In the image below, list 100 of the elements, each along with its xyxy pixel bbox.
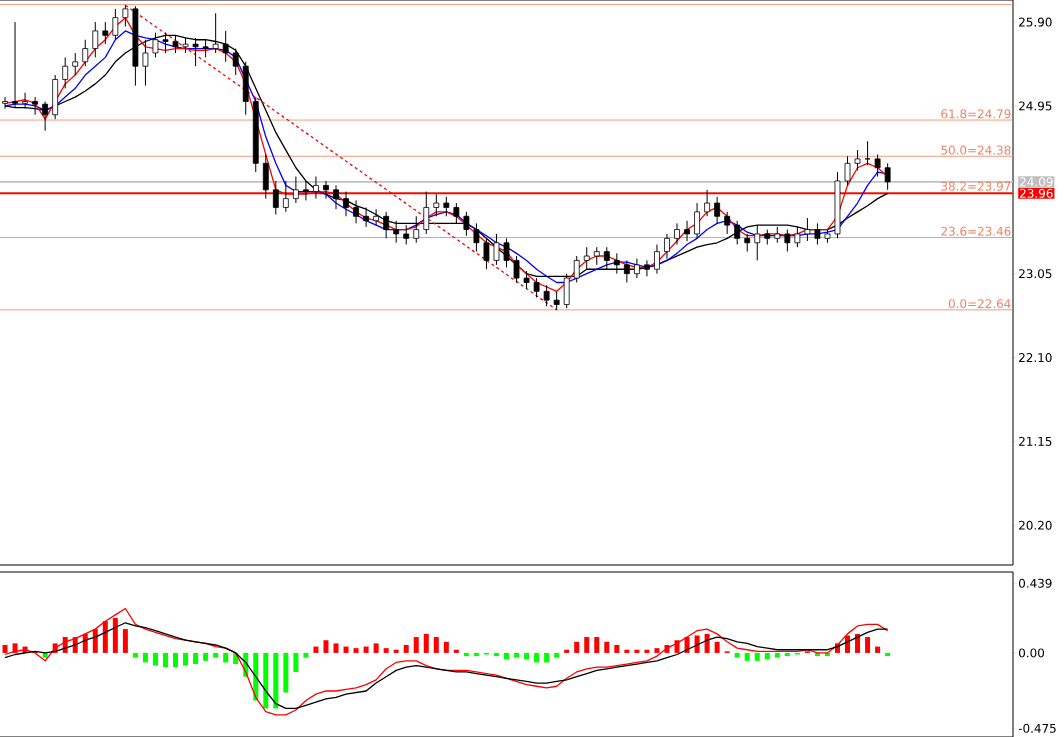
candlestick: [413, 215, 420, 244]
bar: [383, 648, 389, 653]
candlestick: [393, 220, 400, 244]
bar: [92, 629, 98, 653]
bar: [303, 652, 309, 658]
bar: [624, 649, 630, 653]
bar: [373, 643, 379, 653]
bar: [423, 633, 429, 653]
candlestick: [754, 224, 761, 261]
bar: [734, 652, 740, 658]
candlestick: [493, 233, 500, 266]
bar: [493, 652, 499, 657]
candlestick: [122, 4, 129, 27]
candlestick: [192, 37, 199, 67]
candlestick: [403, 224, 410, 246]
candlestick: [603, 246, 610, 270]
bar: [764, 652, 770, 660]
candlestick: [383, 211, 390, 239]
candlestick: [32, 96, 39, 116]
bar: [463, 652, 469, 657]
bar: [173, 652, 179, 668]
bar: [534, 652, 540, 663]
y-tick-label: 24.09: [1020, 177, 1053, 187]
bar: [223, 652, 229, 663]
ref-line-label: 61.8=24.79: [941, 109, 1011, 119]
bar: [644, 649, 650, 653]
bar: [855, 633, 861, 653]
candlestick: [433, 193, 440, 217]
bar: [152, 652, 158, 666]
candlestick: [62, 56, 69, 89]
bar: [203, 652, 209, 661]
candlestick: [142, 39, 149, 87]
bar: [162, 652, 168, 668]
y-tick-label: 21.15: [1019, 436, 1052, 446]
bar: [443, 641, 449, 653]
bar: [714, 641, 720, 653]
y-tick-label: 24.95: [1019, 101, 1052, 111]
candlestick: [854, 149, 861, 171]
bar: [885, 652, 891, 657]
bar: [774, 652, 780, 658]
bar: [744, 652, 750, 661]
candlestick: [684, 220, 690, 242]
ref-line-label: 0.0=22.64: [948, 299, 1011, 309]
bar: [343, 646, 349, 653]
bar: [845, 635, 851, 653]
bar: [42, 652, 48, 658]
candlestick: [473, 222, 480, 253]
bar: [594, 637, 600, 653]
candlestick: [463, 211, 470, 237]
candlestick: [674, 222, 680, 246]
bar: [614, 644, 620, 653]
bar: [323, 640, 329, 653]
candlestick: [664, 233, 670, 260]
candlestick: [784, 229, 791, 253]
candlestick: [814, 222, 821, 246]
y-tick-label: 0.439: [1018, 578, 1052, 588]
candlestick: [373, 208, 380, 226]
bar: [504, 652, 509, 660]
bar: [634, 649, 640, 653]
candlestick: [734, 220, 741, 246]
candlestick: [292, 176, 299, 204]
bar: [473, 652, 479, 657]
candlestick: [343, 191, 349, 217]
bar: [263, 652, 269, 709]
bar: [584, 637, 590, 653]
bar: [273, 652, 279, 709]
candlestick: [112, 8, 119, 41]
bar: [363, 646, 369, 653]
y-tick-label: 23.96: [1020, 188, 1053, 198]
bar: [353, 648, 359, 653]
bar: [544, 652, 550, 663]
bar: [213, 652, 219, 658]
bar: [333, 643, 339, 653]
candlestick: [694, 202, 700, 239]
bar: [193, 652, 199, 665]
candlestick: [313, 176, 319, 200]
candlestick: [794, 226, 801, 248]
y-tick-label: 20.20: [1019, 520, 1052, 530]
bar: [704, 633, 710, 653]
bar: [875, 646, 881, 653]
candlestick: [333, 184, 339, 210]
bar: [102, 621, 108, 653]
bar: [12, 643, 18, 653]
candlestick: [453, 202, 460, 224]
bar: [413, 637, 419, 653]
bar: [784, 652, 790, 657]
candlestick: [654, 244, 660, 275]
bar: [524, 652, 530, 660]
candlestick: [884, 162, 891, 191]
bar: [654, 648, 660, 653]
candlestick: [42, 101, 49, 132]
candlestick: [363, 206, 369, 228]
bar: [433, 637, 439, 653]
ref-line-label: 23.6=23.46: [941, 226, 1011, 236]
bar: [313, 646, 319, 653]
candlestick: [72, 52, 79, 76]
bar: [283, 652, 289, 693]
candlestick: [724, 211, 731, 235]
bar: [122, 629, 128, 653]
candlestick: [844, 155, 851, 186]
